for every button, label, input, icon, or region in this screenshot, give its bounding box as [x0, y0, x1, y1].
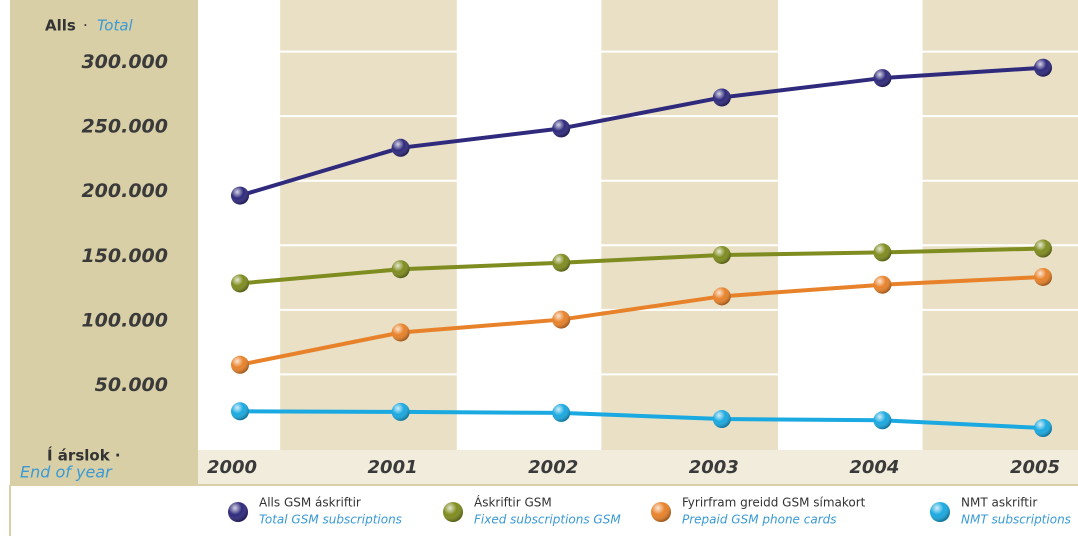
point-shine [552, 403, 571, 422]
point-shine [873, 411, 892, 430]
legend-label: Áskriftir GSM [474, 495, 552, 510]
point-shine [231, 274, 249, 293]
y-tick-label: 250.000 [81, 116, 168, 138]
legend-shine [228, 502, 248, 522]
legend-label-en: Total GSM subscriptions [259, 513, 402, 527]
column-band [280, 0, 457, 450]
series-line [239, 274, 1044, 367]
axis-band [198, 450, 1078, 485]
y-tick-label: 100.000 [81, 309, 168, 331]
y-tick-label: 50.000 [95, 374, 168, 396]
separator: · [83, 17, 88, 35]
legend-label-en: NMT subscriptions [961, 513, 1071, 527]
point-shine [873, 69, 892, 88]
x-title: Í árslok · [47, 446, 121, 465]
point-shine [391, 323, 410, 342]
point-shine [873, 243, 892, 262]
point-shine [712, 410, 731, 429]
legend-shine [443, 502, 463, 522]
point-shine [1034, 58, 1052, 77]
series-line [239, 246, 1044, 286]
point-shine [1034, 267, 1052, 286]
point-shine [552, 119, 571, 138]
series-line [239, 65, 1044, 198]
y-tick-label: 150.000 [81, 245, 168, 267]
point-shine [873, 275, 892, 294]
point-shine [231, 402, 249, 421]
x-tick-label: 2005 [1010, 457, 1060, 478]
y-tick-label: 300.000 [81, 51, 168, 73]
legend-shine [651, 502, 671, 522]
point-shine [391, 138, 410, 157]
legend-label: NMT askriftir [961, 496, 1037, 510]
y-tick-label: 200.000 [81, 180, 168, 202]
legend-label: Fyrirfram greidd GSM símakort [682, 496, 866, 510]
point-shine [552, 253, 571, 272]
point-shine [1034, 239, 1052, 258]
y-title: Alls [45, 17, 76, 35]
x-tick-label: 2004 [849, 457, 899, 478]
series-line [239, 409, 1044, 431]
x-tick-label: 2003 [689, 457, 739, 478]
column-band [601, 0, 779, 450]
legend-shine [930, 502, 950, 522]
legend-label-en: Fixed subscriptions GSM [474, 513, 621, 527]
point-shine [391, 402, 410, 421]
x-tick-label: 2002 [528, 457, 578, 478]
point-shine [712, 287, 731, 306]
point-shine [231, 186, 249, 205]
left-panel [10, 0, 198, 485]
legend-label-en: Prepaid GSM phone cards [682, 513, 837, 527]
legend-label: Alls GSM áskriftir [259, 496, 361, 510]
point-shine [552, 310, 571, 329]
point-shine [1034, 419, 1052, 438]
point-shine [391, 260, 410, 279]
point-shine [712, 88, 731, 107]
x-tick-label: 2001 [368, 457, 418, 478]
y-title-en: Total [97, 17, 134, 35]
x-title-en: End of year [20, 463, 113, 482]
x-tick-label: 2000 [207, 457, 257, 478]
point-shine [712, 245, 731, 264]
point-shine [231, 355, 249, 374]
